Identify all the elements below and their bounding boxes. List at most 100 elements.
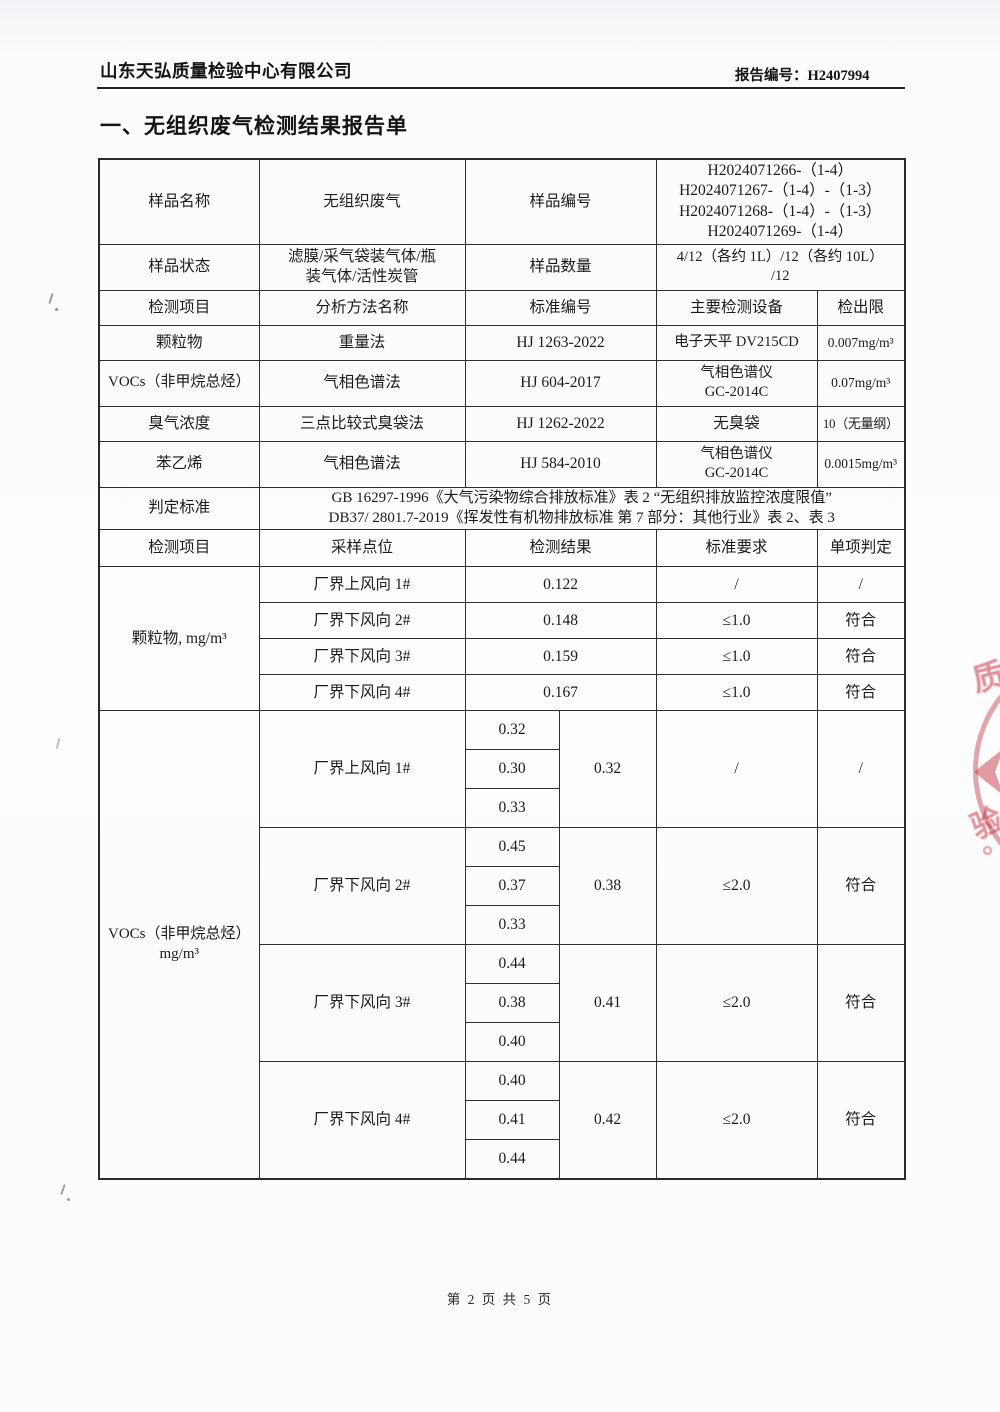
method-row: VOCs（非甲烷总烃） 气相色谱法 HJ 604-2017 气相色谱仪 GC-2… bbox=[98, 359, 906, 407]
table-row: 厂界下风向 4# 0.40 0.42 ≤2.0 符合 bbox=[99, 1061, 906, 1180]
table-row: 0.37 bbox=[99, 866, 905, 907]
table-row: 0.41 bbox=[99, 1100, 905, 1141]
sample-qty-value: 4/12（各约 1L）/12（各约 10L） /12 bbox=[655, 243, 906, 291]
table-row: 0.38 bbox=[99, 983, 905, 1024]
company-name: 山东天弘质量检验中心有限公司 bbox=[100, 61, 352, 81]
method-cell: 重量法 bbox=[258, 324, 466, 361]
lod-cell: 0.007mg/m³ bbox=[816, 324, 906, 361]
sub-value-cell: 0.41 bbox=[464, 1100, 560, 1141]
pm-group-label: 颗粒物, mg/m³ bbox=[98, 566, 260, 712]
device-cell: 气相色谱仪 GC-2014C bbox=[655, 440, 818, 488]
judgment-cell: 符合 bbox=[816, 638, 906, 676]
table-row: VOCs（非甲烷总烃） mg/m³ 厂界上风向 1# 0.32 0.32 / / bbox=[98, 710, 906, 1180]
table-row: 样品名称 无组织废气 样品编号 H2024071266-（1-4） H20240… bbox=[98, 158, 906, 245]
result-value-cell: 0.122 bbox=[464, 566, 657, 604]
col-header: 检测项目 bbox=[98, 289, 260, 326]
sampling-point-cell: 厂界上风向 1# bbox=[258, 710, 466, 829]
method-cell: 气相色谱法 bbox=[258, 440, 466, 488]
col-header: 标准编号 bbox=[464, 289, 657, 326]
avg-value-cell: 0.42 bbox=[558, 1061, 657, 1180]
judgment-cell: 符合 bbox=[816, 827, 906, 946]
standard-cell: HJ 1262-2022 bbox=[464, 405, 657, 442]
sampling-point-cell: 厂界下风向 3# bbox=[258, 638, 466, 676]
table-row: 0.33 bbox=[99, 905, 905, 946]
standard-cell: HJ 584-2010 bbox=[464, 440, 657, 488]
col-header: 检出限 bbox=[816, 289, 906, 326]
col-header: 采样点位 bbox=[258, 529, 466, 568]
limit-cell: ≤2.0 bbox=[655, 827, 818, 946]
result-value-cell: 0.159 bbox=[464, 638, 657, 676]
sampling-point-cell: 厂界上风向 1# bbox=[258, 566, 466, 604]
sampling-point-cell: 厂界下风向 2# bbox=[258, 602, 466, 640]
seal-dot bbox=[983, 846, 992, 855]
avg-value-cell: 0.38 bbox=[558, 827, 657, 946]
sub-value-cell: 0.33 bbox=[464, 905, 560, 946]
sample-ids: H2024071266-（1-4） H2024071267-（1-4）-（1-3… bbox=[655, 158, 906, 245]
seal-fragment: 验 bbox=[965, 800, 1000, 846]
lod-cell: 10（无量纲） bbox=[816, 405, 906, 442]
report-number: 报告编号：H2407994 bbox=[735, 64, 905, 85]
judgment-cell: / bbox=[816, 710, 906, 829]
col-header: 标准要求 bbox=[655, 529, 818, 568]
method-row: 臭气浓度 三点比较式臭袋法 HJ 1262-2022 无臭袋 10（无量纲） bbox=[98, 405, 906, 442]
limit-cell: / bbox=[655, 710, 818, 829]
device-cell: 电子天平 DV215CD bbox=[655, 324, 818, 361]
sub-value-cell: 0.33 bbox=[464, 788, 560, 829]
judgment-cell: / bbox=[816, 566, 906, 604]
result-value-cell: 0.148 bbox=[464, 602, 657, 640]
limit-cell: ≤2.0 bbox=[655, 944, 818, 1063]
col-header: 检测项目 bbox=[98, 529, 260, 568]
sub-value-cell: 0.44 bbox=[464, 944, 560, 985]
scan-artifact bbox=[55, 737, 61, 750]
methods-header-row: 检测项目 分析方法名称 标准编号 主要检测设备 检出限 bbox=[98, 289, 906, 326]
vocs-group-label: VOCs（非甲烷总烃） mg/m³ bbox=[98, 710, 260, 1180]
scan-artifact bbox=[67, 1198, 70, 1201]
table-row: 0.30 bbox=[99, 749, 905, 790]
table-row: 样品状态 滤膜/采气袋装气体/瓶 装气体/活性炭管 样品数量 4/12（各约 1… bbox=[98, 243, 906, 291]
method-cell: 气相色谱法 bbox=[258, 359, 466, 407]
avg-value-cell: 0.32 bbox=[558, 710, 657, 829]
sample-name-value: 无组织废气 bbox=[258, 158, 466, 245]
method-cell: 三点比较式臭袋法 bbox=[258, 405, 466, 442]
standard-cell: HJ 604-2017 bbox=[464, 359, 657, 407]
sub-value-cell: 0.32 bbox=[464, 710, 560, 751]
method-row: 颗粒物 重量法 HJ 1263-2022 电子天平 DV215CD 0.007m… bbox=[98, 324, 906, 361]
standard-cell: HJ 1263-2022 bbox=[464, 324, 657, 361]
judgment-standard-row: 判定标准 GB 16297-1996《大气污染物综合排放标准》表 2 “无组织排… bbox=[98, 486, 906, 531]
table-row: 厂界下风向 3# 0.44 0.41 ≤2.0 符合 bbox=[99, 944, 906, 1063]
lod-cell: 0.0015mg/m³ bbox=[816, 440, 906, 488]
sampling-point-cell: 厂界下风向 4# bbox=[258, 674, 466, 712]
judgment-standard-text: GB 16297-1996《大气污染物综合排放标准》表 2 “无组织排放监控浓度… bbox=[258, 486, 906, 531]
device-cell: 气相色谱仪 GC-2014C bbox=[655, 359, 818, 407]
judgment-cell: 符合 bbox=[816, 1061, 906, 1180]
limit-cell: ≤1.0 bbox=[655, 602, 818, 640]
sub-value-cell: 0.45 bbox=[464, 827, 560, 868]
sample-qty-label: 样品数量 bbox=[464, 243, 657, 291]
col-header: 主要检测设备 bbox=[655, 289, 818, 326]
table-row: 厂界下风向 2# 0.45 0.38 ≤2.0 符合 bbox=[99, 827, 906, 946]
sub-value-cell: 0.40 bbox=[464, 1022, 560, 1063]
header-divider bbox=[97, 87, 905, 89]
table-row: 厂界下风向 3# 0.159 ≤1.0 符合 bbox=[99, 638, 906, 676]
judgment-cell: 符合 bbox=[816, 674, 906, 712]
limit-cell: / bbox=[655, 566, 818, 604]
item-cell: VOCs（非甲烷总烃） bbox=[98, 359, 260, 407]
report-number-value: H2407994 bbox=[807, 68, 870, 84]
item-cell: 苯乙烯 bbox=[98, 440, 260, 488]
table-row: 0.44 bbox=[99, 1139, 905, 1180]
sample-state-label: 样品状态 bbox=[98, 243, 260, 291]
col-header: 分析方法名称 bbox=[258, 289, 466, 326]
item-cell: 臭气浓度 bbox=[98, 405, 260, 442]
page-number: 第 2 页 共 5 页 bbox=[446, 1292, 554, 1307]
result-value-cell: 0.167 bbox=[464, 674, 657, 712]
seal-fragment: 质 bbox=[968, 655, 1000, 699]
scan-artifact bbox=[48, 292, 54, 305]
sample-state-value: 滤膜/采气袋装气体/瓶 装气体/活性炭管 bbox=[258, 243, 466, 291]
sub-value-cell: 0.37 bbox=[464, 866, 560, 907]
scan-artifact bbox=[55, 308, 58, 311]
judgment-cell: 符合 bbox=[816, 944, 906, 1063]
sub-value-cell: 0.44 bbox=[464, 1139, 560, 1180]
results-header-row: 检测项目 采样点位 检测结果 标准要求 单项判定 bbox=[98, 529, 906, 568]
sample-no-label: 样品编号 bbox=[464, 158, 657, 245]
